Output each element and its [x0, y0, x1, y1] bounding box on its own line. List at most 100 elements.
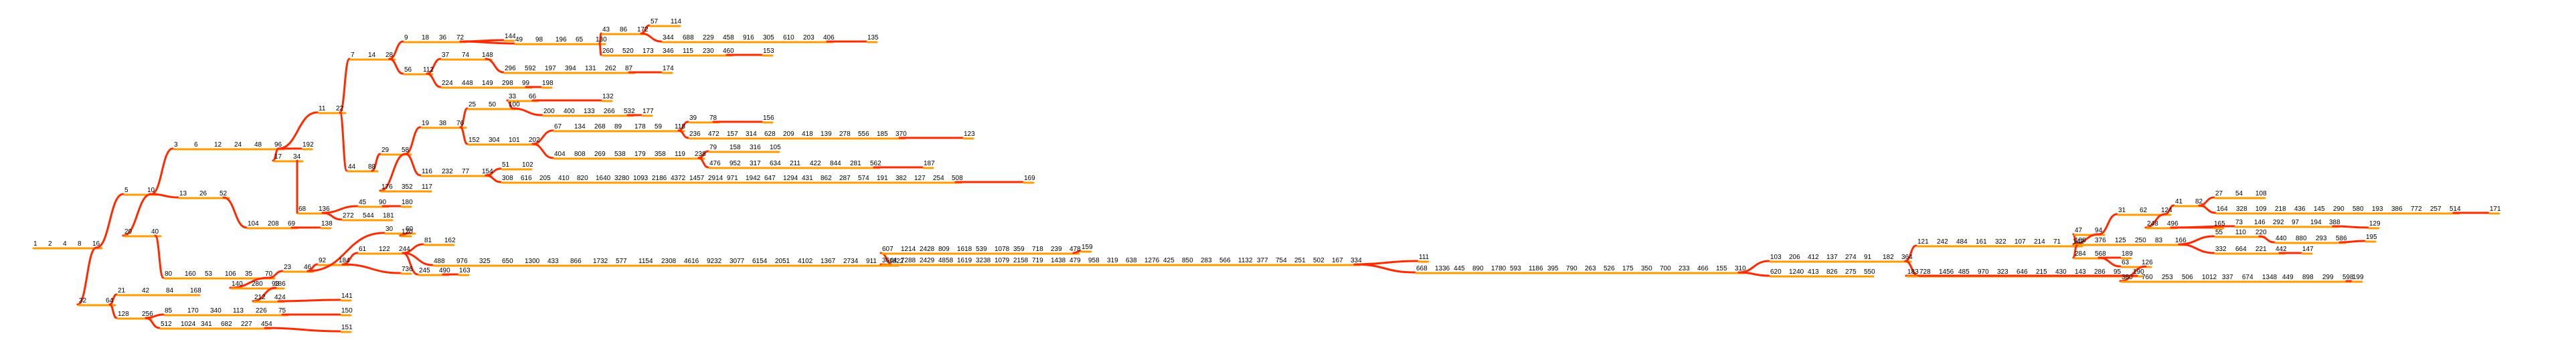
node-label: 820 [577, 175, 588, 182]
node-label: 862 [821, 175, 832, 182]
node-label: 433 [547, 258, 559, 265]
node-label: 73 [2235, 219, 2243, 226]
node-label: 296 [505, 65, 516, 72]
node-label: 260 [602, 48, 614, 55]
node-label: 99 [522, 80, 530, 87]
node-label: 431 [802, 175, 813, 182]
node-label: 472 [708, 131, 719, 138]
node-label: 203 [803, 34, 814, 41]
branch-edge-c212 [252, 286, 277, 303]
node-label: 760 [2142, 274, 2153, 281]
node-label: 1 [33, 240, 37, 248]
node-label: 113 [233, 307, 244, 315]
node-label: 410 [558, 175, 570, 182]
node-label: 46 [304, 264, 312, 271]
branch-edge-c380 [2119, 265, 2147, 282]
node-label: 20 [124, 228, 133, 236]
node-label: 269 [594, 151, 606, 158]
node-label: 42 [142, 287, 150, 294]
node-label: 212 [254, 294, 266, 301]
node-label: 167 [1332, 257, 1343, 264]
node-label: 449 [2282, 274, 2294, 281]
node-label: 268 [594, 123, 606, 131]
node-label: 809 [938, 246, 950, 253]
node-label: 647 [764, 175, 776, 182]
node-label: 56 [404, 66, 412, 74]
node-label: 43 [602, 26, 610, 33]
node-label: 562 [870, 160, 881, 167]
node-label: 195 [2366, 234, 2377, 241]
branch-edge-c620 [1737, 271, 1770, 277]
node-label: 189 [2122, 250, 2133, 258]
node-label: 440 [2276, 235, 2287, 242]
node-label: 148 [482, 52, 493, 59]
node-label: 57 [651, 18, 659, 25]
node-label: 65 [576, 36, 584, 44]
node-label: 60 [406, 226, 414, 233]
branch-edge-c3 [150, 147, 174, 195]
branch-edge-c736 [341, 263, 402, 274]
node-label: 479 [1069, 257, 1081, 264]
node-label: 191 [877, 175, 888, 182]
node-label: 488 [434, 258, 445, 265]
node-label: 239 [1051, 246, 1062, 253]
node-label: 1456 [1939, 268, 1954, 276]
branch-edge-c44 [339, 111, 348, 172]
node-label: 650 [502, 258, 513, 265]
node-label: 266 [604, 108, 615, 115]
node-label: 1942 [746, 175, 761, 182]
node-label: 344 [663, 34, 674, 41]
node-label: 119 [675, 151, 685, 158]
node-label: 49 [515, 36, 523, 44]
node-label: 275 [1845, 268, 1857, 276]
node-label: 26 [199, 190, 207, 197]
node-label: 229 [703, 34, 714, 41]
node-label: 490 [439, 267, 450, 274]
node-label: 1367 [821, 258, 836, 265]
node-label: 436 [2294, 205, 2306, 213]
node-label: 586 [2336, 235, 2347, 242]
node-label: 1240 [1789, 268, 1804, 276]
node-label: 89 [614, 123, 622, 131]
node-label: 100 [509, 101, 520, 108]
node-label: 134 [574, 123, 586, 131]
node-label: 37 [442, 52, 450, 59]
branch-edge-c344 [640, 32, 663, 43]
node-label: 12 [214, 141, 222, 149]
node-label: 244 [399, 246, 410, 253]
node-label: 890 [1472, 265, 1484, 272]
node-label: 272 [343, 212, 354, 220]
node-label: 154 [482, 168, 493, 175]
node-label: 140 [232, 280, 243, 288]
node-label: 117 [422, 183, 432, 191]
node-label: 77 [462, 168, 470, 175]
node-label: 75 [278, 307, 286, 315]
node-label: 34 [293, 153, 301, 161]
node-label: 230 [703, 48, 714, 55]
node-label: 116 [422, 168, 432, 175]
node-label: 646 [2016, 268, 2028, 276]
node-label: 91 [1864, 254, 1872, 261]
node-label: 1457 [689, 175, 705, 182]
node-label: 226 [256, 307, 267, 315]
node-label: 17 [274, 153, 282, 161]
node-label: 1214 [901, 246, 916, 253]
node-label: 82 [2195, 198, 2203, 205]
node-label: 32 [79, 297, 87, 305]
node-label: 263 [1585, 265, 1596, 272]
node-label: 24 [234, 141, 242, 149]
node-label: 101 [509, 137, 520, 144]
node-label: 76 [456, 120, 464, 127]
node-label: 123 [964, 131, 975, 138]
branch-edge-c668 [1353, 263, 1416, 274]
branch-edge-c195 [2338, 240, 2366, 244]
node-label: 178 [634, 123, 646, 131]
node-label: 169 [1024, 175, 1035, 182]
node-label: 98 [535, 36, 543, 44]
node-label: 668 [1416, 265, 1428, 272]
node-label: 2186 [652, 175, 667, 182]
node-label: 610 [783, 34, 794, 41]
node-label: 425 [1163, 257, 1175, 264]
node-label: 166 [2175, 237, 2186, 244]
node-label: 157 [727, 131, 738, 138]
